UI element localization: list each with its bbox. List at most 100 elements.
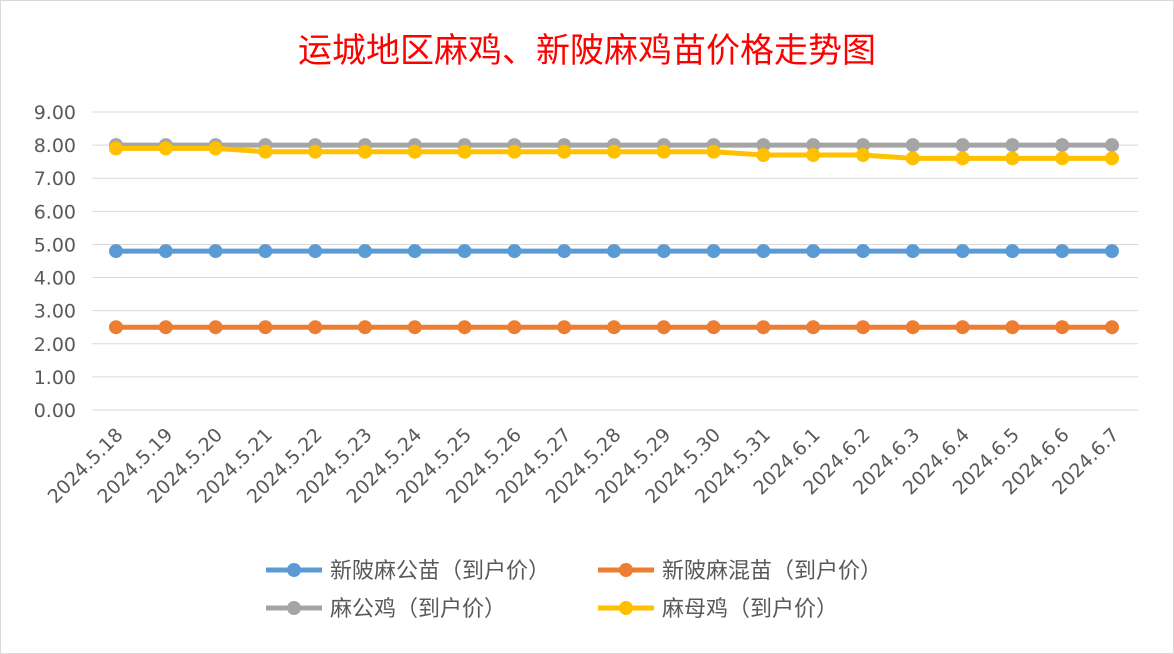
data-point [905, 244, 920, 259]
data-point [507, 144, 522, 159]
data-point [656, 244, 671, 259]
data-point [756, 320, 771, 335]
data-point [756, 148, 771, 163]
data-point [557, 320, 572, 335]
y-tick-label: 1.00 [34, 367, 76, 389]
data-point [955, 244, 970, 259]
chart-title: 运城地区麻鸡、新陂麻鸡苗价格走势图 [298, 31, 876, 71]
data-point [806, 148, 821, 163]
y-tick-label: 7.00 [34, 168, 76, 190]
data-point [706, 320, 721, 335]
y-tick-label: 2.00 [34, 334, 76, 356]
data-point [806, 138, 821, 153]
legend-swatch-marker [287, 563, 301, 577]
data-point [1105, 138, 1119, 153]
data-point [158, 244, 173, 259]
legend-label: 新陂麻公苗（到户价） [330, 559, 550, 584]
data-point [607, 320, 621, 335]
series-1 [109, 320, 1119, 335]
data-point [806, 244, 821, 259]
data-point [407, 244, 422, 259]
legend-label: 麻公鸡（到户价） [330, 597, 506, 622]
data-point [407, 320, 422, 335]
legend-item: 麻母鸡（到户价） [598, 597, 838, 622]
data-point [856, 244, 870, 259]
data-point [1055, 138, 1070, 153]
legend-item: 麻公鸡（到户价） [266, 597, 506, 622]
data-point [557, 244, 572, 259]
data-point [308, 320, 323, 335]
data-point [1005, 151, 1020, 166]
data-point [756, 244, 771, 259]
data-point [208, 320, 223, 335]
data-point [806, 320, 821, 335]
y-tick-label: 4.00 [34, 268, 76, 290]
data-point [457, 244, 472, 259]
data-point [1105, 151, 1119, 166]
y-tick-label: 8.00 [34, 135, 76, 157]
data-point [507, 244, 522, 259]
data-point [706, 144, 721, 159]
legend: 新陂麻公苗（到户价） 新陂麻混苗（到户价） 麻公鸡（到户价） 麻母鸡（到户价） [266, 559, 882, 622]
data-point [1105, 244, 1119, 259]
data-point [457, 320, 472, 335]
data-point [955, 138, 970, 153]
data-point [109, 320, 123, 335]
data-point [208, 141, 223, 156]
legend-item: 新陂麻混苗（到户价） [598, 559, 882, 584]
data-point [358, 144, 372, 159]
data-point [507, 320, 522, 335]
data-point [656, 320, 671, 335]
data-point [1055, 151, 1070, 166]
data-point [1005, 320, 1020, 335]
data-point [1005, 244, 1020, 259]
y-tick-label: 3.00 [34, 301, 76, 323]
data-point [557, 144, 572, 159]
legend-label: 麻母鸡（到户价） [662, 597, 838, 622]
y-axis-ticks: 0.00 1.00 2.00 3.00 4.00 5.00 6.00 7.00 8.00 9.00 [34, 102, 76, 422]
data-point [607, 244, 621, 259]
data-point [1055, 320, 1070, 335]
data-point [1055, 244, 1070, 259]
data-point [308, 144, 323, 159]
data-point [905, 151, 920, 166]
data-point [1105, 320, 1119, 335]
y-tick-label: 5.00 [34, 234, 76, 256]
data-point [905, 320, 920, 335]
y-tick-label: 0.00 [34, 400, 76, 422]
data-point [258, 320, 273, 335]
series-lines [109, 138, 1119, 335]
data-point [607, 144, 621, 159]
data-point [656, 144, 671, 159]
data-point [706, 244, 721, 259]
data-point [407, 144, 422, 159]
series-0 [109, 244, 1119, 259]
data-point [358, 320, 372, 335]
data-point [109, 244, 123, 259]
data-point [756, 138, 771, 153]
data-point [158, 320, 173, 335]
data-point [109, 141, 123, 156]
data-point [905, 138, 920, 153]
y-tick-label: 6.00 [34, 201, 76, 223]
legend-swatch-marker [619, 563, 633, 577]
legend-item: 新陂麻公苗（到户价） [266, 559, 550, 584]
data-point [158, 141, 173, 156]
data-point [258, 144, 273, 159]
data-point [856, 320, 870, 335]
data-point [856, 138, 870, 153]
data-point [308, 244, 323, 259]
data-point [258, 244, 273, 259]
data-point [856, 148, 870, 163]
data-point [1005, 138, 1020, 153]
legend-swatch-marker [287, 601, 301, 615]
legend-swatch-marker [619, 601, 633, 615]
data-point [955, 320, 970, 335]
data-point [358, 244, 372, 259]
series-3 [109, 141, 1119, 166]
data-point [955, 151, 970, 166]
legend-label: 新陂麻混苗（到户价） [662, 559, 882, 584]
data-point [208, 244, 223, 259]
